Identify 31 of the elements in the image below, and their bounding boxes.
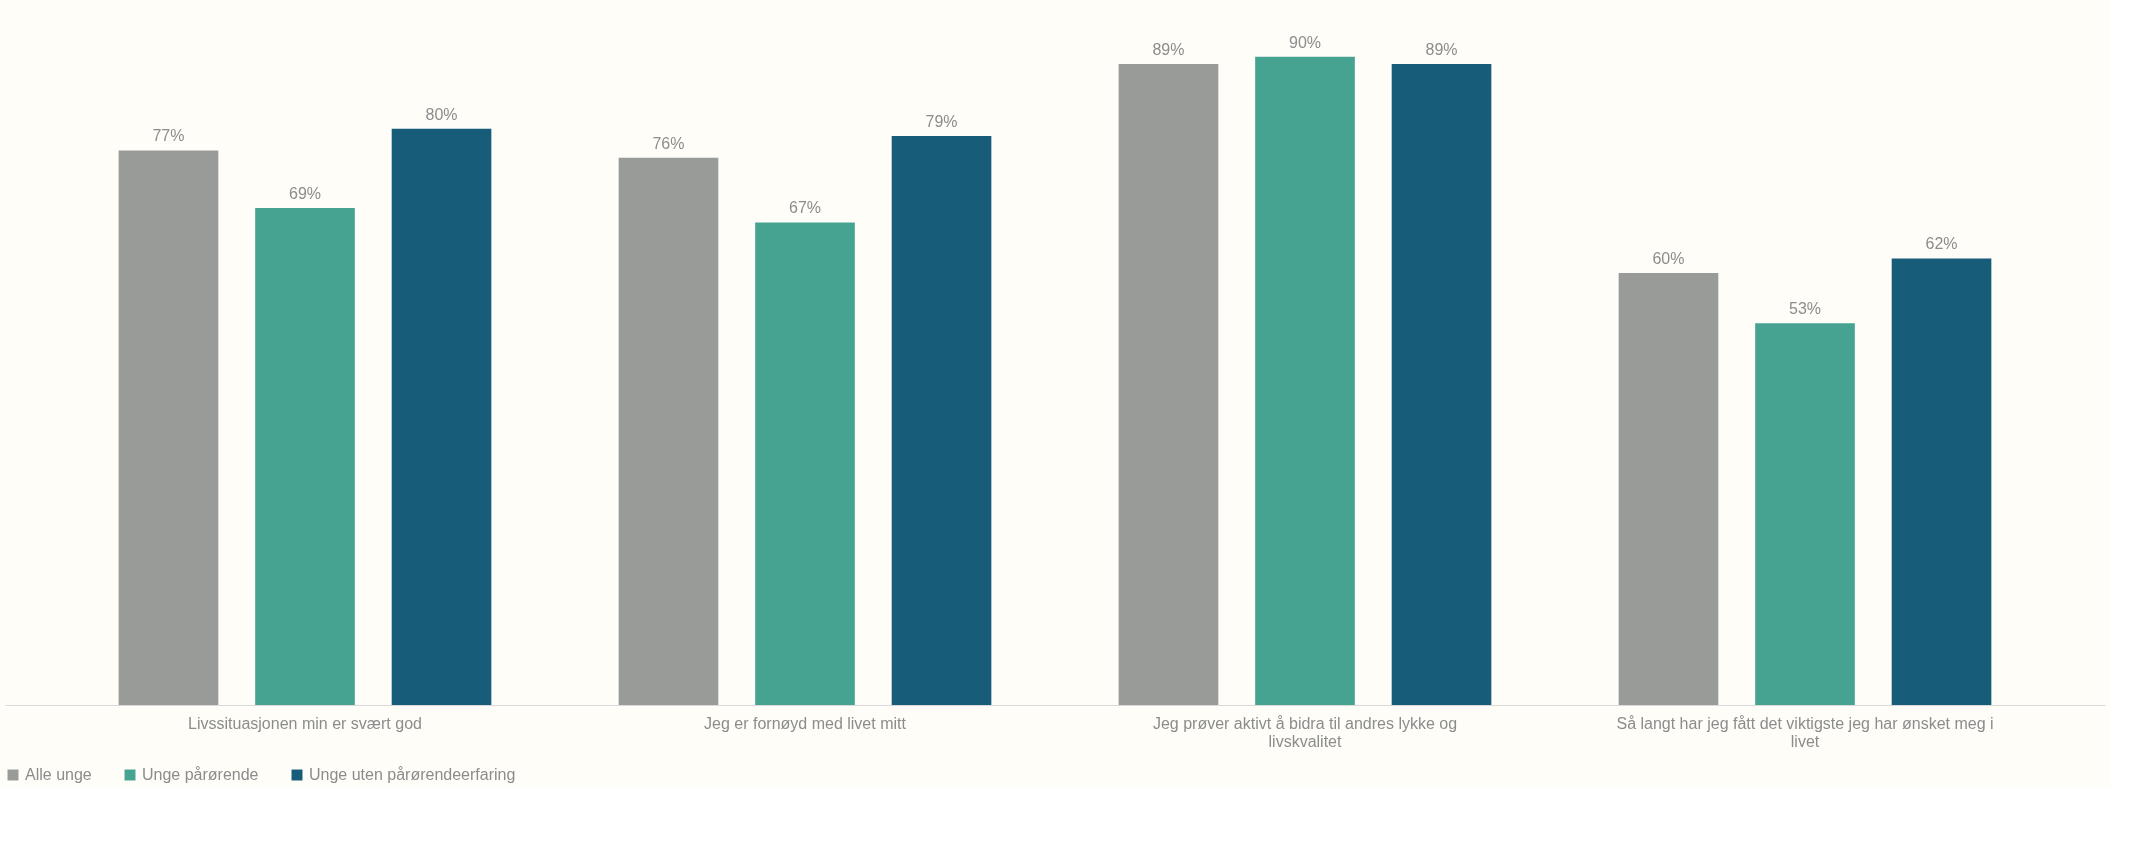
data-label: 77% <box>152 127 185 145</box>
bar <box>1755 323 1855 705</box>
bar <box>255 208 355 705</box>
bar <box>1618 272 1719 705</box>
legend-label: Unge pårørende <box>142 766 259 783</box>
bar <box>1891 258 1992 705</box>
bar <box>118 150 219 705</box>
data-label: 76% <box>652 134 685 152</box>
data-label: 80% <box>425 105 458 123</box>
bar <box>618 157 719 705</box>
bar <box>391 128 492 705</box>
x-tick-label: Så langt har jeg fått det viktigste jeg har ønsket meg i livet <box>1616 714 1994 750</box>
data-label: 67% <box>788 199 822 217</box>
x-tick-label: Jeg prøver aktivt å bidra til andres lykke og livskvalitet <box>1152 714 1458 750</box>
data-label: 89% <box>1152 41 1185 59</box>
legend-label: Alle unge <box>25 766 92 783</box>
bar <box>1255 56 1355 705</box>
bar <box>1391 64 1492 705</box>
x-tick-label: Jeg er fornøyd med livet mitt <box>704 714 907 732</box>
data-label: 79% <box>925 113 958 131</box>
bar <box>891 136 992 705</box>
data-label: 53% <box>1788 300 1822 318</box>
data-label: 69% <box>288 185 322 203</box>
legend-label: Unge uten pårørendeerfaring <box>309 766 516 783</box>
data-label: 62% <box>1925 235 1958 253</box>
data-label: 60% <box>1652 249 1685 267</box>
data-label: 89% <box>1425 41 1458 59</box>
bar <box>755 222 855 705</box>
x-tick-label: Livssituasjonen min er svært god <box>188 714 422 732</box>
bar <box>1118 64 1219 705</box>
data-label: 90% <box>1288 33 1322 51</box>
